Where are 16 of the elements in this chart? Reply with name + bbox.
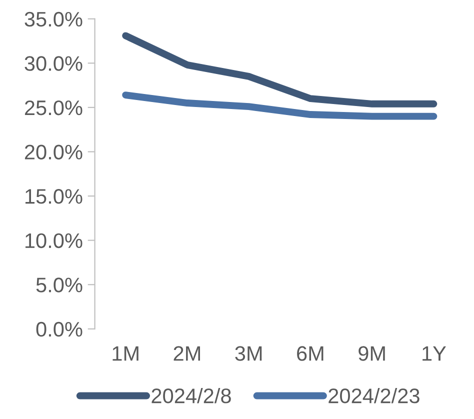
y-tick-label: 10.0% [26,233,82,248]
y-tick-label: 25.0% [24,100,82,116]
y-tick-label: 15.0% [26,189,82,204]
y-tick-label: 35.0% [24,12,82,27]
legend-label: 2024/2/8 [152,388,231,404]
x-tick-label: 2M [174,346,200,361]
y-tick-label: 0.0% [36,322,82,337]
x-tick-label: 1M [112,346,138,361]
x-tick-label: 9M [358,346,385,361]
x-tick-label: 1Y [422,346,446,361]
legend-label: 2024/2/23 [328,388,420,404]
y-tick-label: 5.0% [36,278,82,292]
x-tick-label: 6M [297,346,324,361]
x-tick-label: 3M [235,346,262,361]
y-tick-label: 20.0% [24,144,82,160]
y-tick-label: 30.0% [24,56,82,71]
